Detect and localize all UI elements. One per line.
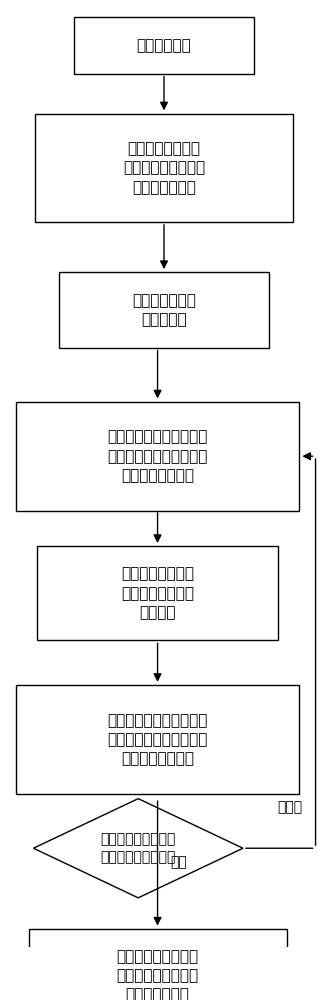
Text: 不满足: 不满足	[277, 801, 302, 815]
FancyBboxPatch shape	[74, 17, 254, 74]
FancyBboxPatch shape	[59, 272, 269, 348]
Text: 判断信号频谱重构结
果是否满足收敛条件: 判断信号频谱重构结 果是否满足收敛条件	[100, 833, 176, 864]
FancyBboxPatch shape	[29, 929, 287, 1000]
Polygon shape	[33, 799, 243, 898]
Text: 对自适应感知子时隙上的
观测向量进行共轭梯度算
法的信号频谱重构: 对自适应感知子时隙上的 观测向量进行共轭梯度算 法的信号频谱重构	[107, 713, 208, 766]
Text: 将频率范围划分为
若干宽频段，确认待
感知可选宽频段: 将频率范围划分为 若干宽频段，确认待 感知可选宽频段	[123, 141, 205, 195]
FancyBboxPatch shape	[16, 685, 299, 794]
Text: 满足: 满足	[171, 855, 187, 869]
Text: 输出最终频谱感知结
果，剩余自适应时隙
可用于正常通信: 输出最终频谱感知结 果，剩余自适应时隙 可用于正常通信	[116, 949, 199, 1000]
Text: 划分感知时隙: 划分感知时隙	[137, 38, 191, 53]
Text: 固定感知子时隙
上压缩采样: 固定感知子时隙 上压缩采样	[132, 293, 196, 327]
FancyBboxPatch shape	[37, 546, 278, 640]
Text: 自适应感知子时隙
上压缩采样，更新
观测向量: 自适应感知子时隙 上压缩采样，更新 观测向量	[121, 566, 194, 620]
FancyBboxPatch shape	[16, 402, 299, 511]
FancyBboxPatch shape	[35, 114, 293, 222]
Text: 对固定感知子时隙上的观
测向量进行粒子群优化算
法的信号频谱重构: 对固定感知子时隙上的观 测向量进行粒子群优化算 法的信号频谱重构	[107, 430, 208, 483]
